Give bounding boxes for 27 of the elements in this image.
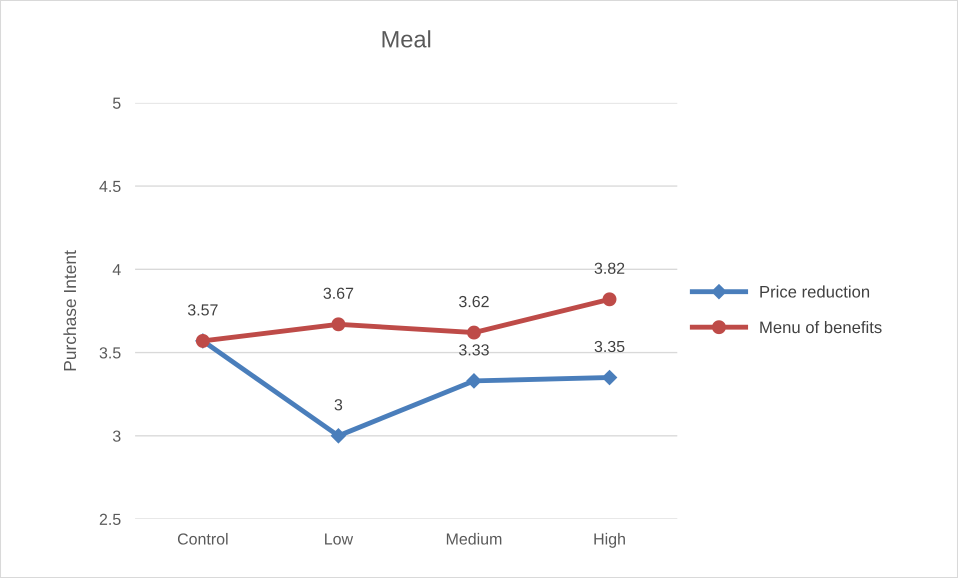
point [330, 428, 346, 444]
point [331, 317, 346, 332]
data-label: 3.57 [188, 304, 218, 316]
legend-label: Price reduction [760, 285, 870, 298]
data-label: 3.35 [594, 340, 624, 352]
point [467, 326, 481, 340]
y-tick-label: 5 [112, 98, 121, 109]
legend-label: Menu of benefits [760, 320, 882, 334]
y-axis-title: Purchase Intent [63, 250, 76, 370]
x-tick-label: Control [178, 532, 228, 545]
y-tick-label: 3 [112, 430, 120, 442]
data-label: 3.67 [323, 288, 354, 299]
data-label: 3.82 [594, 262, 624, 274]
y-tick-label: 4 [112, 264, 121, 276]
point [602, 292, 616, 306]
point [466, 373, 482, 388]
x-tick-label: High [594, 532, 625, 548]
data-label: 3.33 [459, 344, 489, 356]
data-label: 3 [334, 399, 342, 410]
x-tick-label: Medium [446, 532, 502, 545]
y-tick-label: 3.5 [100, 347, 121, 359]
chart-title: Meal [382, 30, 430, 48]
point [602, 370, 618, 386]
y-tick-label: 4.5 [99, 180, 121, 192]
data-label: 3.62 [459, 296, 489, 308]
x-tick-label: Low [325, 534, 354, 545]
y-tick-label: 2.5 [100, 514, 121, 525]
